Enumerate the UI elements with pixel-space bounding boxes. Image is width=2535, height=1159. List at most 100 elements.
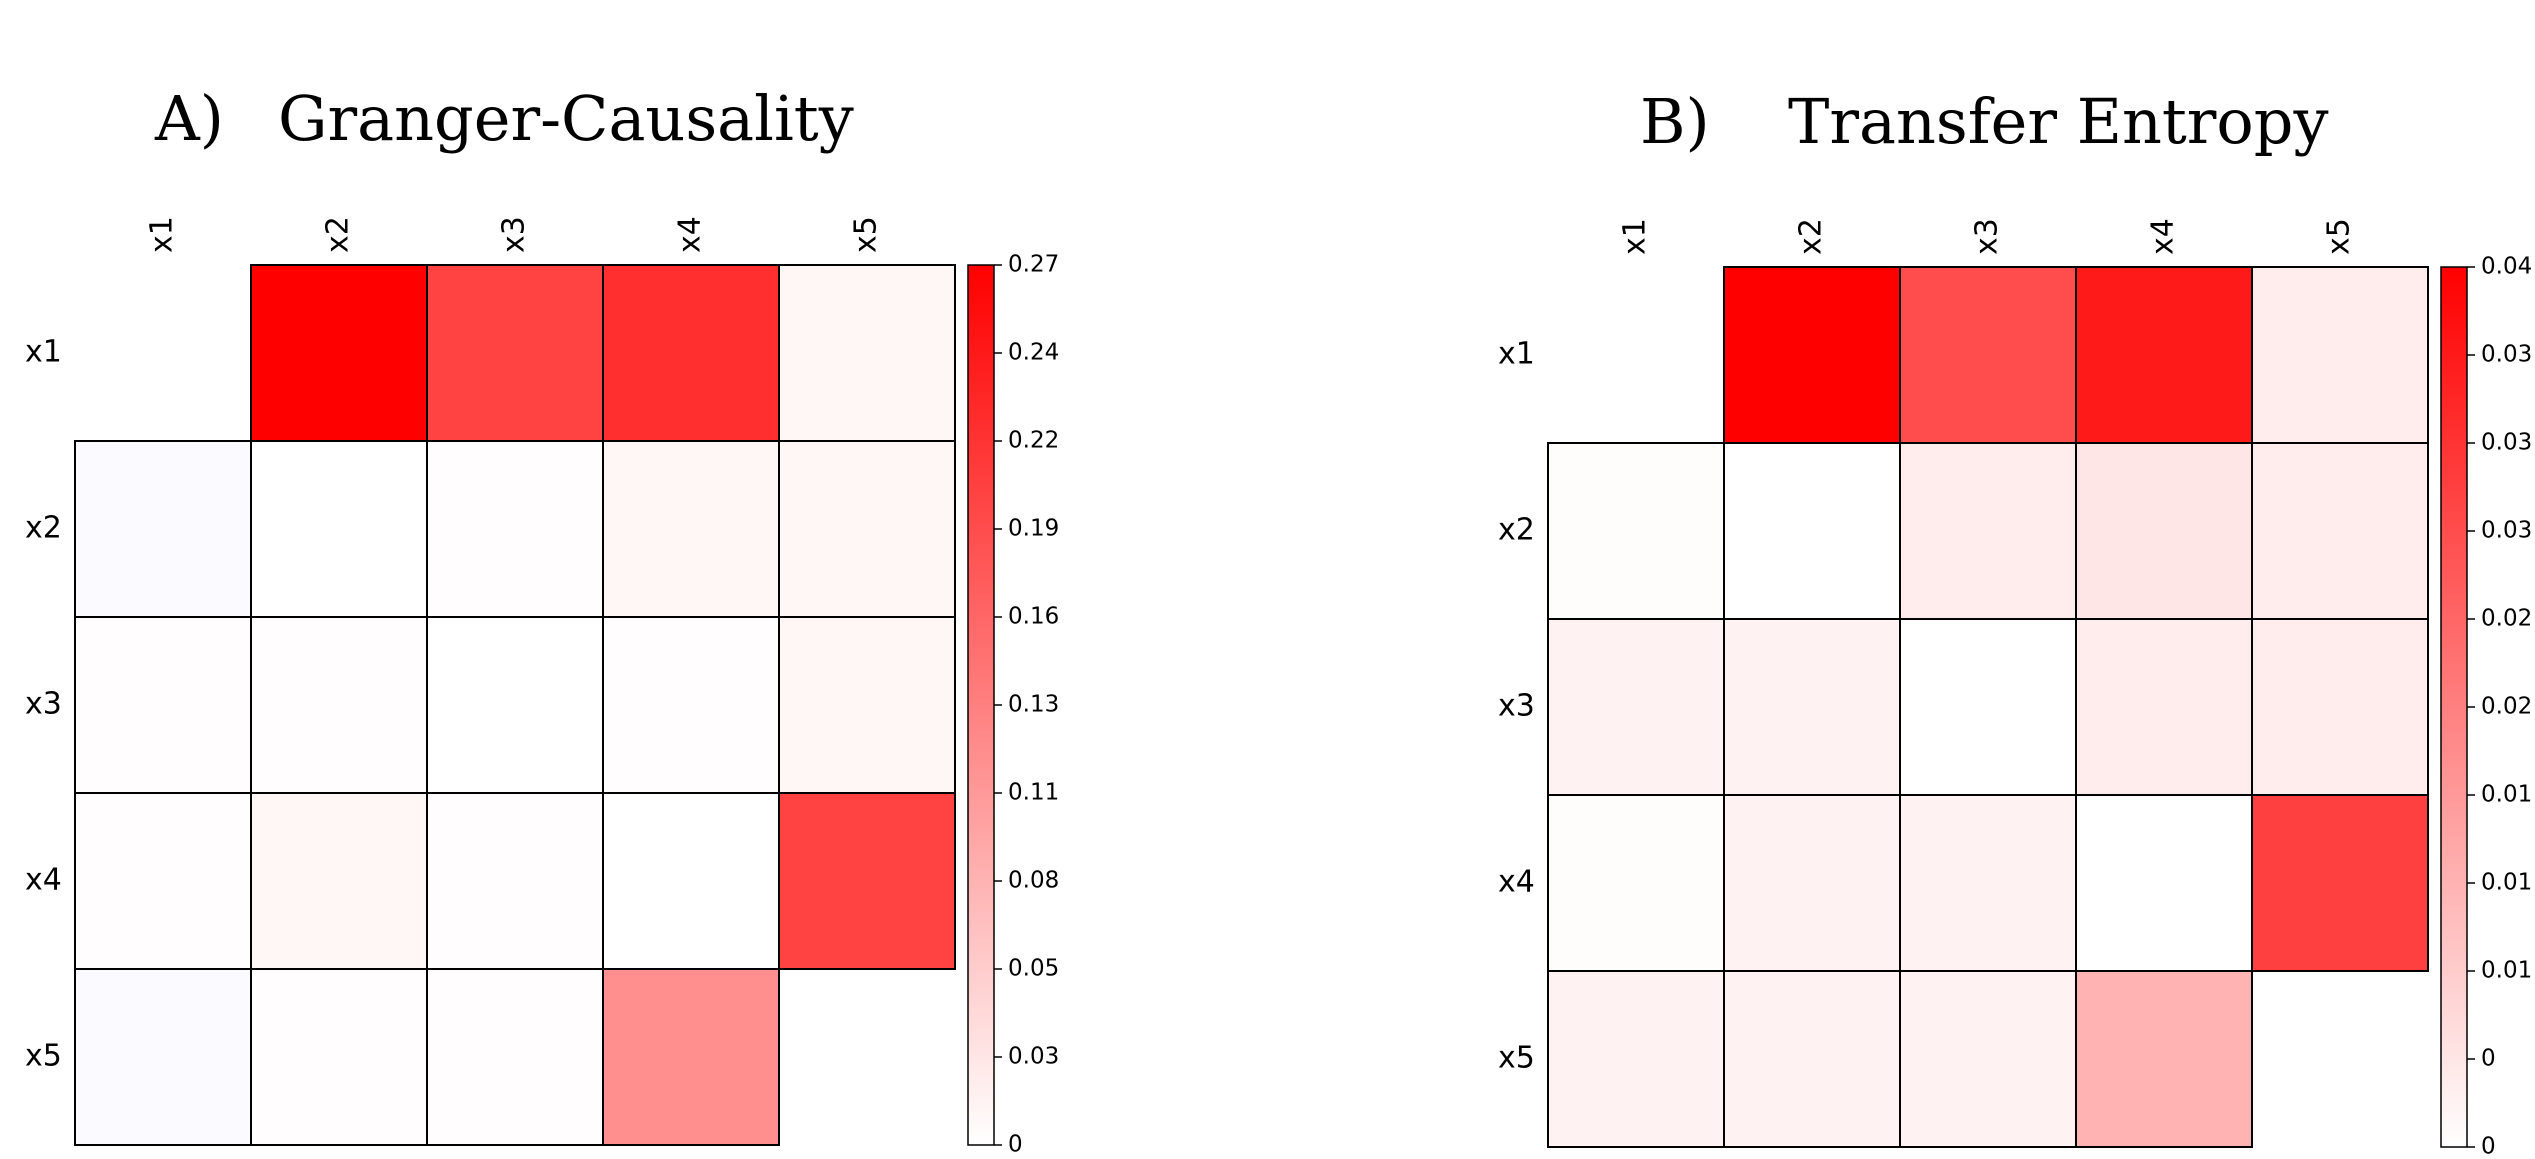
colorbar-tick-label: 0.01 xyxy=(2481,870,2532,896)
heatmap-cell-x4-x4 xyxy=(602,792,780,970)
column-label: x2 xyxy=(321,216,356,253)
heatmap-cell-x5-x3 xyxy=(1899,970,2077,1148)
heatmap-cell-x1-x2 xyxy=(1723,266,1901,444)
colorbar-tick-label: 0.03 xyxy=(2481,430,2532,456)
column-label: x1 xyxy=(1618,218,1653,255)
heatmap-cell-x4-x1 xyxy=(1547,794,1725,972)
row-label: x1 xyxy=(25,335,62,370)
heatmap-cell-x2-x3 xyxy=(426,440,604,618)
heatmap-cell-x2-x4 xyxy=(2075,442,2253,620)
row-label: x3 xyxy=(1498,689,1535,724)
heatmap-cell-x3-x2 xyxy=(1723,618,1901,796)
column-label: x4 xyxy=(673,216,708,253)
heatmap-cell-x4-x3 xyxy=(1899,794,2077,972)
colorbar-tick-label: 0.05 xyxy=(1008,956,1059,982)
row-label: x1 xyxy=(1498,337,1535,372)
heatmap-cell-x5-x4 xyxy=(2075,970,2253,1148)
column-label: x3 xyxy=(497,216,532,253)
heatmap-cell-x2-x2 xyxy=(1723,442,1901,620)
colorbar-tick-label: 0.13 xyxy=(1008,692,1059,718)
heatmap-cell-x3-x2 xyxy=(250,616,428,794)
column-label: x4 xyxy=(2146,218,2181,255)
colorbar-tick-label: 0 xyxy=(2481,1046,2496,1072)
heatmap-grid-granger-causality xyxy=(74,264,956,1146)
column-label: x5 xyxy=(849,216,884,253)
colorbar-tick-label: 0.01 xyxy=(2481,782,2532,808)
colorbar-tick-label: 0.02 xyxy=(2481,694,2532,720)
colorbar-tick-label: 0 xyxy=(2481,1134,2496,1159)
row-labels-transfer-entropy: x1 x2 x3 x4 x5 xyxy=(1498,337,1535,1076)
colorbar-tick-label: 0.19 xyxy=(1008,516,1059,542)
heatmap-cell-x4-x2 xyxy=(250,792,428,970)
colorbar-tick-label: 0.22 xyxy=(1008,428,1059,454)
column-label: x5 xyxy=(2322,218,2357,255)
colorbar-tick-label: 0.24 xyxy=(1008,340,1059,366)
heatmap-cell-x1-x2 xyxy=(250,264,428,442)
heatmap-cell-x3-x3 xyxy=(1899,618,2077,796)
panel-granger-causality: A) Granger-Causality x1 x2 x3 x4 x5 x1 x2 x3 x4… xyxy=(25,82,1059,1158)
row-labels-granger-causality: x1 x2 x3 x4 x5 xyxy=(25,335,62,1074)
colorbar-tick-label: 0.02 xyxy=(2481,606,2532,632)
colorbar-tick-label: 0.03 xyxy=(2481,342,2532,368)
heatmap-cell-x2-x2 xyxy=(250,440,428,618)
heatmap-cell-x5-x1 xyxy=(74,968,252,1146)
heatmap-cell-x2-x5 xyxy=(2251,442,2429,620)
chart-title-transfer-entropy: Transfer Entropy xyxy=(1788,85,2328,158)
colorbar-ticks-granger-causality: 0 0.03 0.05 0.08 0.11 0.13 0.16 0.19 0.22 0.24 0.2… xyxy=(994,252,1059,1158)
heatmap-cell-x4-x4 xyxy=(2075,794,2253,972)
column-labels-transfer-entropy: x1 x2 x3 x4 x5 xyxy=(1618,218,2357,255)
row-label: x5 xyxy=(25,1039,62,1074)
row-label: x3 xyxy=(25,687,62,722)
colorbar-tick-label: 0.04 xyxy=(2481,254,2532,280)
heatmap-cell-x3-x4 xyxy=(2075,618,2253,796)
heatmap-cell-x3-x4 xyxy=(602,616,780,794)
heatmap-cell-x2-x4 xyxy=(602,440,780,618)
heatmap-cell-x5-x2 xyxy=(250,968,428,1146)
heatmap-cell-x1-x5 xyxy=(2251,266,2429,444)
heatmap-cell-x3-x3 xyxy=(426,616,604,794)
heatmap-cell-x1-x4 xyxy=(602,264,780,442)
row-label: x5 xyxy=(1498,1041,1535,1076)
column-labels-granger-causality: x1 x2 x3 x4 x5 xyxy=(145,216,884,253)
column-label: x2 xyxy=(1794,218,1829,255)
heatmap-cell-x2-x3 xyxy=(1899,442,2077,620)
heatmap-cell-x3-x1 xyxy=(1547,618,1725,796)
heatmap-cell-x3-x5 xyxy=(2251,618,2429,796)
chart-title-granger-causality: Granger-Causality xyxy=(278,82,854,155)
panel-transfer-entropy: B) Transfer Entropy x1 x2 x3 x4 x5 x1x2x3x4x… xyxy=(1498,85,2532,1159)
heatmap-grid-transfer-entropy xyxy=(1547,266,2429,1148)
heatmap-cell-x5-x3 xyxy=(426,968,604,1146)
colorbar-tick-label: 0.08 xyxy=(1008,868,1059,894)
colorbar-tick-label: 0.01 xyxy=(2481,958,2532,984)
column-label: x3 xyxy=(1970,218,2005,255)
row-label: x4 xyxy=(25,863,62,898)
heatmap-cell-x1-x3 xyxy=(426,264,604,442)
column-label: x1 xyxy=(145,216,180,253)
heatmap-cell-x2-x5 xyxy=(778,440,956,618)
row-label: x2 xyxy=(25,511,62,546)
colorbar-ticks-transfer-entropy: 0 0 0.01 0.01 0.01 0.02 0.02 0.03 0.03 0.03 0.04 xyxy=(2467,254,2532,1159)
heatmap-cell-x3-x5 xyxy=(778,616,956,794)
colorbar-tick-label: 0.27 xyxy=(1008,252,1059,278)
colorbar-tick-label: 0.16 xyxy=(1008,604,1059,630)
heatmap-cell-x1-x4 xyxy=(2075,266,2253,444)
heatmap-cell-x5-x4 xyxy=(602,968,780,1146)
heatmap-cell-x4-x1 xyxy=(74,792,252,970)
heatmap-cell-x5-x2 xyxy=(1723,970,1901,1148)
heatmap-cell-x2-x1 xyxy=(74,440,252,618)
row-label: x4 xyxy=(1498,865,1535,900)
colorbar-granger-causality xyxy=(967,264,995,1146)
colorbar-tick-label: 0 xyxy=(1008,1132,1023,1158)
heatmap-cell-x1-x5 xyxy=(778,264,956,442)
heatmap-cell-x1-x3 xyxy=(1899,266,2077,444)
heatmap-cell-x4-x5 xyxy=(778,792,956,970)
heatmap-cell-x5-x1 xyxy=(1547,970,1725,1148)
colorbar-tick-label: 0.03 xyxy=(1008,1044,1059,1070)
heatmap-cell-x2-x1 xyxy=(1547,442,1725,620)
colorbar-tick-label: 0.03 xyxy=(2481,518,2532,544)
row-label: x2 xyxy=(1498,513,1535,548)
panel-label-a: A) xyxy=(154,82,224,155)
heatmap-cell-x4-x2 xyxy=(1723,794,1901,972)
panel-label-b: B) xyxy=(1640,85,1710,158)
